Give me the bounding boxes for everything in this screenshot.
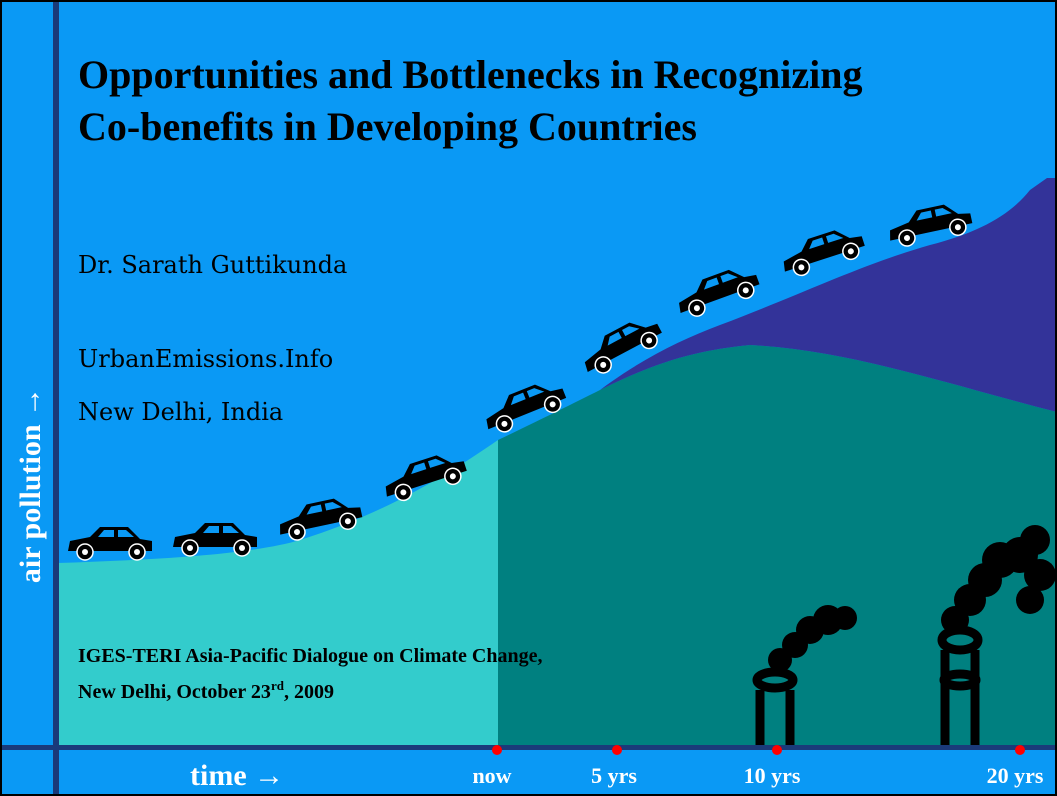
location: New Delhi, India xyxy=(78,398,283,426)
event-line: IGES-TERI Asia-Pacific Dialogue on Clima… xyxy=(78,645,542,667)
slide: Opportunities and Bottlenecks in Recogni… xyxy=(0,0,1057,796)
y-axis-label: air pollution → xyxy=(14,387,47,583)
event-text: New Delhi, October 23 xyxy=(78,681,271,703)
title-line: Co-benefits in Developing Countries xyxy=(78,104,697,149)
event-text: , 2009 xyxy=(284,681,334,703)
title-line: Opportunities and Bottlenecks in Recogni… xyxy=(78,52,863,97)
time-label: now xyxy=(472,763,511,788)
time-label: 20 yrs xyxy=(987,763,1044,788)
x-axis-line xyxy=(0,745,1057,750)
time-label: 5 yrs xyxy=(591,763,637,788)
y-axis-line xyxy=(53,0,59,796)
x-axis-label: time → xyxy=(190,759,284,792)
event-line: New Delhi, October 23rd, 2009 xyxy=(78,678,334,703)
event-sup: rd xyxy=(271,678,285,693)
organization: UrbanEmissions.Info xyxy=(78,345,333,373)
author: Dr. Sarath Guttikunda xyxy=(78,251,347,279)
time-label: 10 yrs xyxy=(744,763,801,788)
